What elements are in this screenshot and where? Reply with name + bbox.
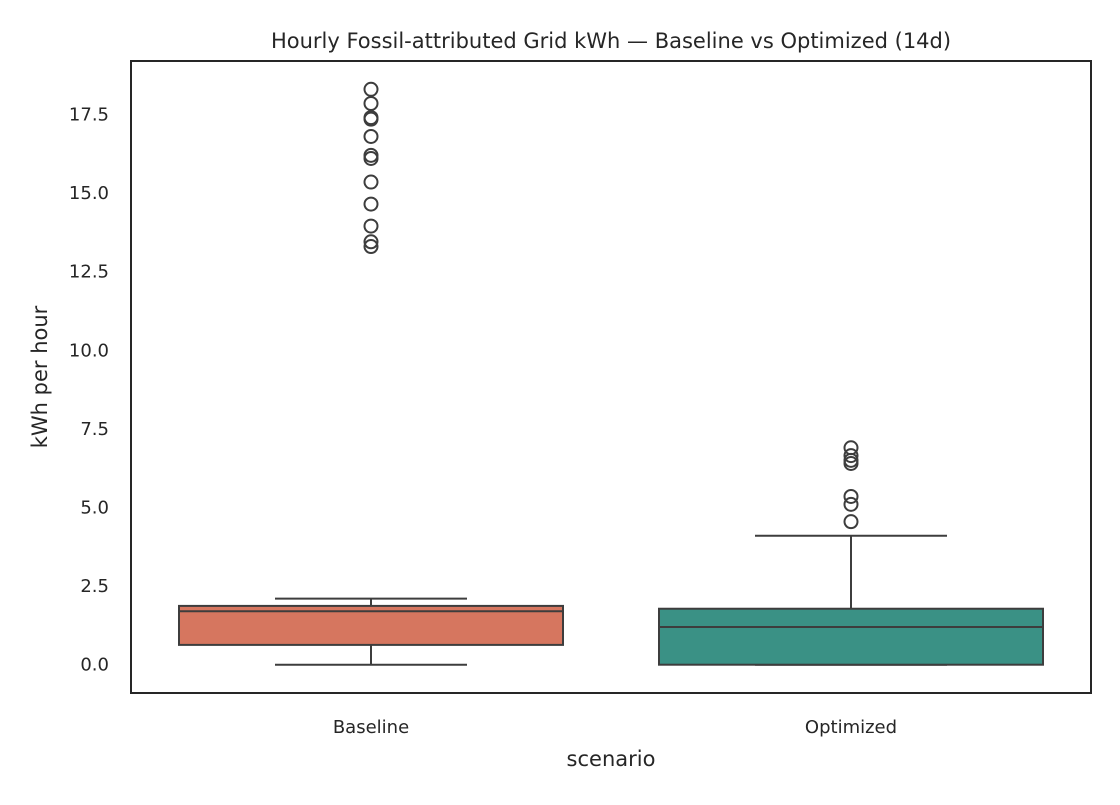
y-tick-label: 2.5 bbox=[80, 576, 109, 597]
outlier-point bbox=[843, 514, 859, 530]
y-tick-label: 5.0 bbox=[80, 497, 109, 518]
y-tick-label: 0.0 bbox=[80, 655, 109, 676]
outlier-point bbox=[363, 147, 379, 163]
y-tick-label: 10.0 bbox=[69, 340, 109, 361]
outlier-point bbox=[363, 234, 379, 250]
y-axis-label: kWh per hour bbox=[28, 305, 52, 448]
outlier-point bbox=[363, 174, 379, 190]
y-axis: 0.0 2.5 5.0 7.5 10.0 12.5 15.0 17.5 bbox=[69, 104, 109, 675]
y-tick-label: 17.5 bbox=[69, 104, 109, 125]
outlier-point bbox=[363, 239, 379, 255]
box-iqr bbox=[178, 604, 564, 646]
outlier-point bbox=[843, 496, 859, 512]
outlier-point bbox=[363, 110, 379, 126]
box-group-optimized bbox=[658, 440, 1044, 666]
outlier-point bbox=[843, 440, 859, 456]
x-axis: Baseline Optimized bbox=[333, 717, 897, 738]
y-tick-label: 15.0 bbox=[69, 183, 109, 204]
outlier-point bbox=[363, 95, 379, 111]
outlier-point bbox=[363, 128, 379, 144]
y-tick-label: 7.5 bbox=[80, 419, 109, 440]
outlier-point bbox=[843, 448, 859, 464]
x-tick-label: Baseline bbox=[333, 717, 409, 738]
plot-area bbox=[178, 81, 1044, 666]
outlier-point bbox=[363, 81, 379, 97]
y-tick-label: 12.5 bbox=[69, 262, 109, 283]
outlier-point bbox=[363, 196, 379, 212]
plot-frame bbox=[130, 60, 1092, 694]
outlier-point bbox=[843, 488, 859, 504]
outlier-point bbox=[363, 218, 379, 234]
x-axis-label: scenario bbox=[567, 747, 656, 771]
x-tick-label: Optimized bbox=[805, 717, 897, 738]
box-group-baseline bbox=[178, 81, 564, 666]
box-iqr bbox=[658, 607, 1044, 666]
chart-title: Hourly Fossil-attributed Grid kWh — Base… bbox=[271, 29, 951, 53]
